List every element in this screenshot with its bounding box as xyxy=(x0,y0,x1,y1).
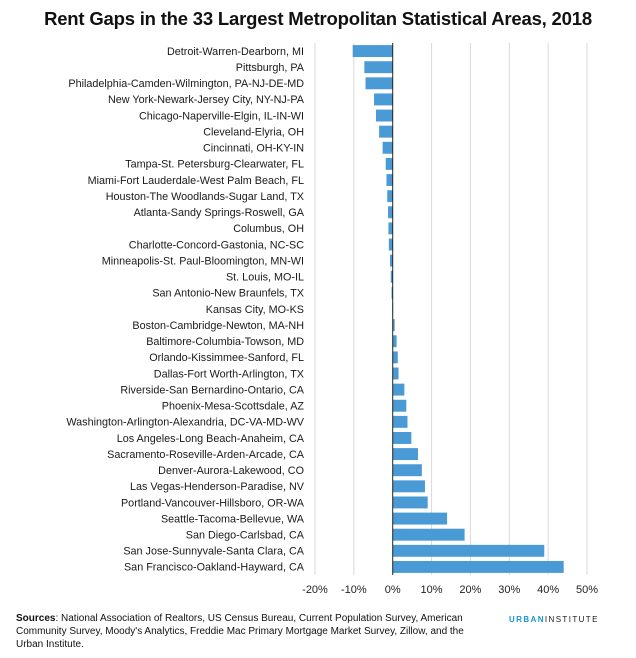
x-tick-label: -10% xyxy=(341,584,367,596)
x-tick-label: 10% xyxy=(421,584,443,596)
bar xyxy=(392,448,418,461)
x-tick-label: -20% xyxy=(302,584,328,596)
brand-part2: INSTITUTE xyxy=(544,615,599,624)
x-tick-label: 20% xyxy=(459,584,481,596)
bar xyxy=(392,432,412,444)
bar xyxy=(392,544,545,557)
bar xyxy=(392,560,564,573)
bar xyxy=(392,319,395,332)
category-label: Denver-Aurora-Lakewood, CO xyxy=(158,465,304,477)
bar xyxy=(385,157,393,170)
category-label: Tampa-St. Petersburg-Clearwater, FL xyxy=(125,159,304,171)
bar xyxy=(392,480,425,493)
category-label: San Jose-Sunnyvale-Santa Clara, CA xyxy=(123,546,304,558)
category-label: Sacramento-Roseville-Arden-Arcade, CA xyxy=(107,449,305,461)
category-label: Riverside-San Bernardino-Ontario, CA xyxy=(120,384,304,396)
bar xyxy=(392,415,408,428)
x-tick-label: 0% xyxy=(385,584,401,596)
bar xyxy=(379,125,393,138)
bar xyxy=(390,270,393,283)
bar xyxy=(392,399,407,412)
category-label: Columbus, OH xyxy=(233,223,304,235)
sources-label: Sources xyxy=(16,613,56,624)
bar xyxy=(392,464,422,477)
bars xyxy=(352,45,564,573)
bar xyxy=(392,383,405,396)
gridlines xyxy=(314,43,588,575)
category-label: Dallas-Fort Worth-Arlington, TX xyxy=(154,368,304,380)
category-label: Atlanta-Sandy Springs-Roswell, GA xyxy=(134,207,305,219)
bar xyxy=(392,496,428,509)
category-label: Chicago-Naperville-Elgin, IL-IN-WI xyxy=(139,110,304,122)
category-label: New York-Newark-Jersey City, NY-NJ-PA xyxy=(108,94,305,106)
bar xyxy=(392,512,448,525)
category-label: Pittsburgh, PA xyxy=(236,62,305,74)
bar xyxy=(388,238,393,251)
urban-institute-logo: URBANINSTITUTE xyxy=(509,615,599,624)
category-label: Charlotte-Concord-Gastonia, NC-SC xyxy=(129,239,304,251)
sources-text: : National Association of Realtors, US C… xyxy=(16,613,464,650)
category-label: Cincinnati, OH-KY-IN xyxy=(203,143,304,155)
bar xyxy=(386,174,393,186)
bar xyxy=(388,222,393,235)
category-label: Houston-The Woodlands-Sugar Land, TX xyxy=(106,191,304,203)
x-axis-ticks: -20% -10% 0% 10% 20% 30% 40% 50% xyxy=(302,584,598,596)
bar xyxy=(387,190,393,203)
bar xyxy=(389,254,393,267)
bar xyxy=(376,109,393,122)
category-label: Miami-Fort Lauderdale-West Palm Beach, F… xyxy=(88,175,304,187)
chart-title: Rent Gaps in the 33 Largest Metropolitan… xyxy=(44,8,592,29)
x-tick-label: 30% xyxy=(498,584,520,596)
bar xyxy=(392,528,465,541)
category-label: Orlando-Kissimmee-Sanford, FL xyxy=(149,352,304,364)
bar xyxy=(392,351,398,364)
category-label: San Antonio-New Braunfels, TX xyxy=(152,288,304,300)
bar xyxy=(392,335,397,348)
category-label: Las Vegas-Henderson-Paradise, NV xyxy=(130,481,305,493)
bar xyxy=(392,367,399,380)
category-label: Washington-Arlington-Alexandria, DC-VA-M… xyxy=(66,417,304,429)
category-label: Detroit-Warren-Dearborn, MI xyxy=(167,46,304,58)
category-label: Portland-Vancouver-Hillsboro, OR-WA xyxy=(121,497,305,509)
category-label: Kansas City, MO-KS xyxy=(206,304,304,316)
category-label: Minneapolis-St. Paul-Bloomington, MN-WI xyxy=(102,255,304,267)
bar xyxy=(352,45,393,58)
sources-note: Sources: National Association of Realtor… xyxy=(16,612,478,651)
bar xyxy=(388,206,393,219)
bar xyxy=(365,77,393,90)
bar xyxy=(382,141,393,154)
brand-part1: URBAN xyxy=(509,615,545,624)
x-tick-label: 40% xyxy=(537,584,559,596)
category-label: St. Louis, MO-IL xyxy=(226,272,304,284)
category-label: San Francisco-Oakland-Hayward, CA xyxy=(124,562,305,574)
category-label: Baltimore-Columbia-Towson, MD xyxy=(146,336,304,348)
category-labels: Detroit-Warren-Dearborn, MI Pittsburgh, P… xyxy=(66,46,304,574)
category-label: Los Angeles-Long Beach-Anaheim, CA xyxy=(117,433,305,445)
category-label: Philadelphia-Camden-Wilmington, PA-NJ-DE… xyxy=(68,78,304,90)
bar xyxy=(364,61,393,74)
category-label: Cleveland-Elyria, OH xyxy=(203,126,304,138)
category-label: Boston-Cambridge-Newton, MA-NH xyxy=(132,320,304,332)
category-label: Phoenix-Mesa-Scottsdale, AZ xyxy=(162,401,305,413)
bar xyxy=(374,93,393,106)
x-tick-label: 50% xyxy=(576,584,598,596)
category-label: San Diego-Carlsbad, CA xyxy=(186,529,305,541)
category-label: Seattle-Tacoma-Bellevue, WA xyxy=(161,513,305,525)
bar xyxy=(391,286,393,299)
